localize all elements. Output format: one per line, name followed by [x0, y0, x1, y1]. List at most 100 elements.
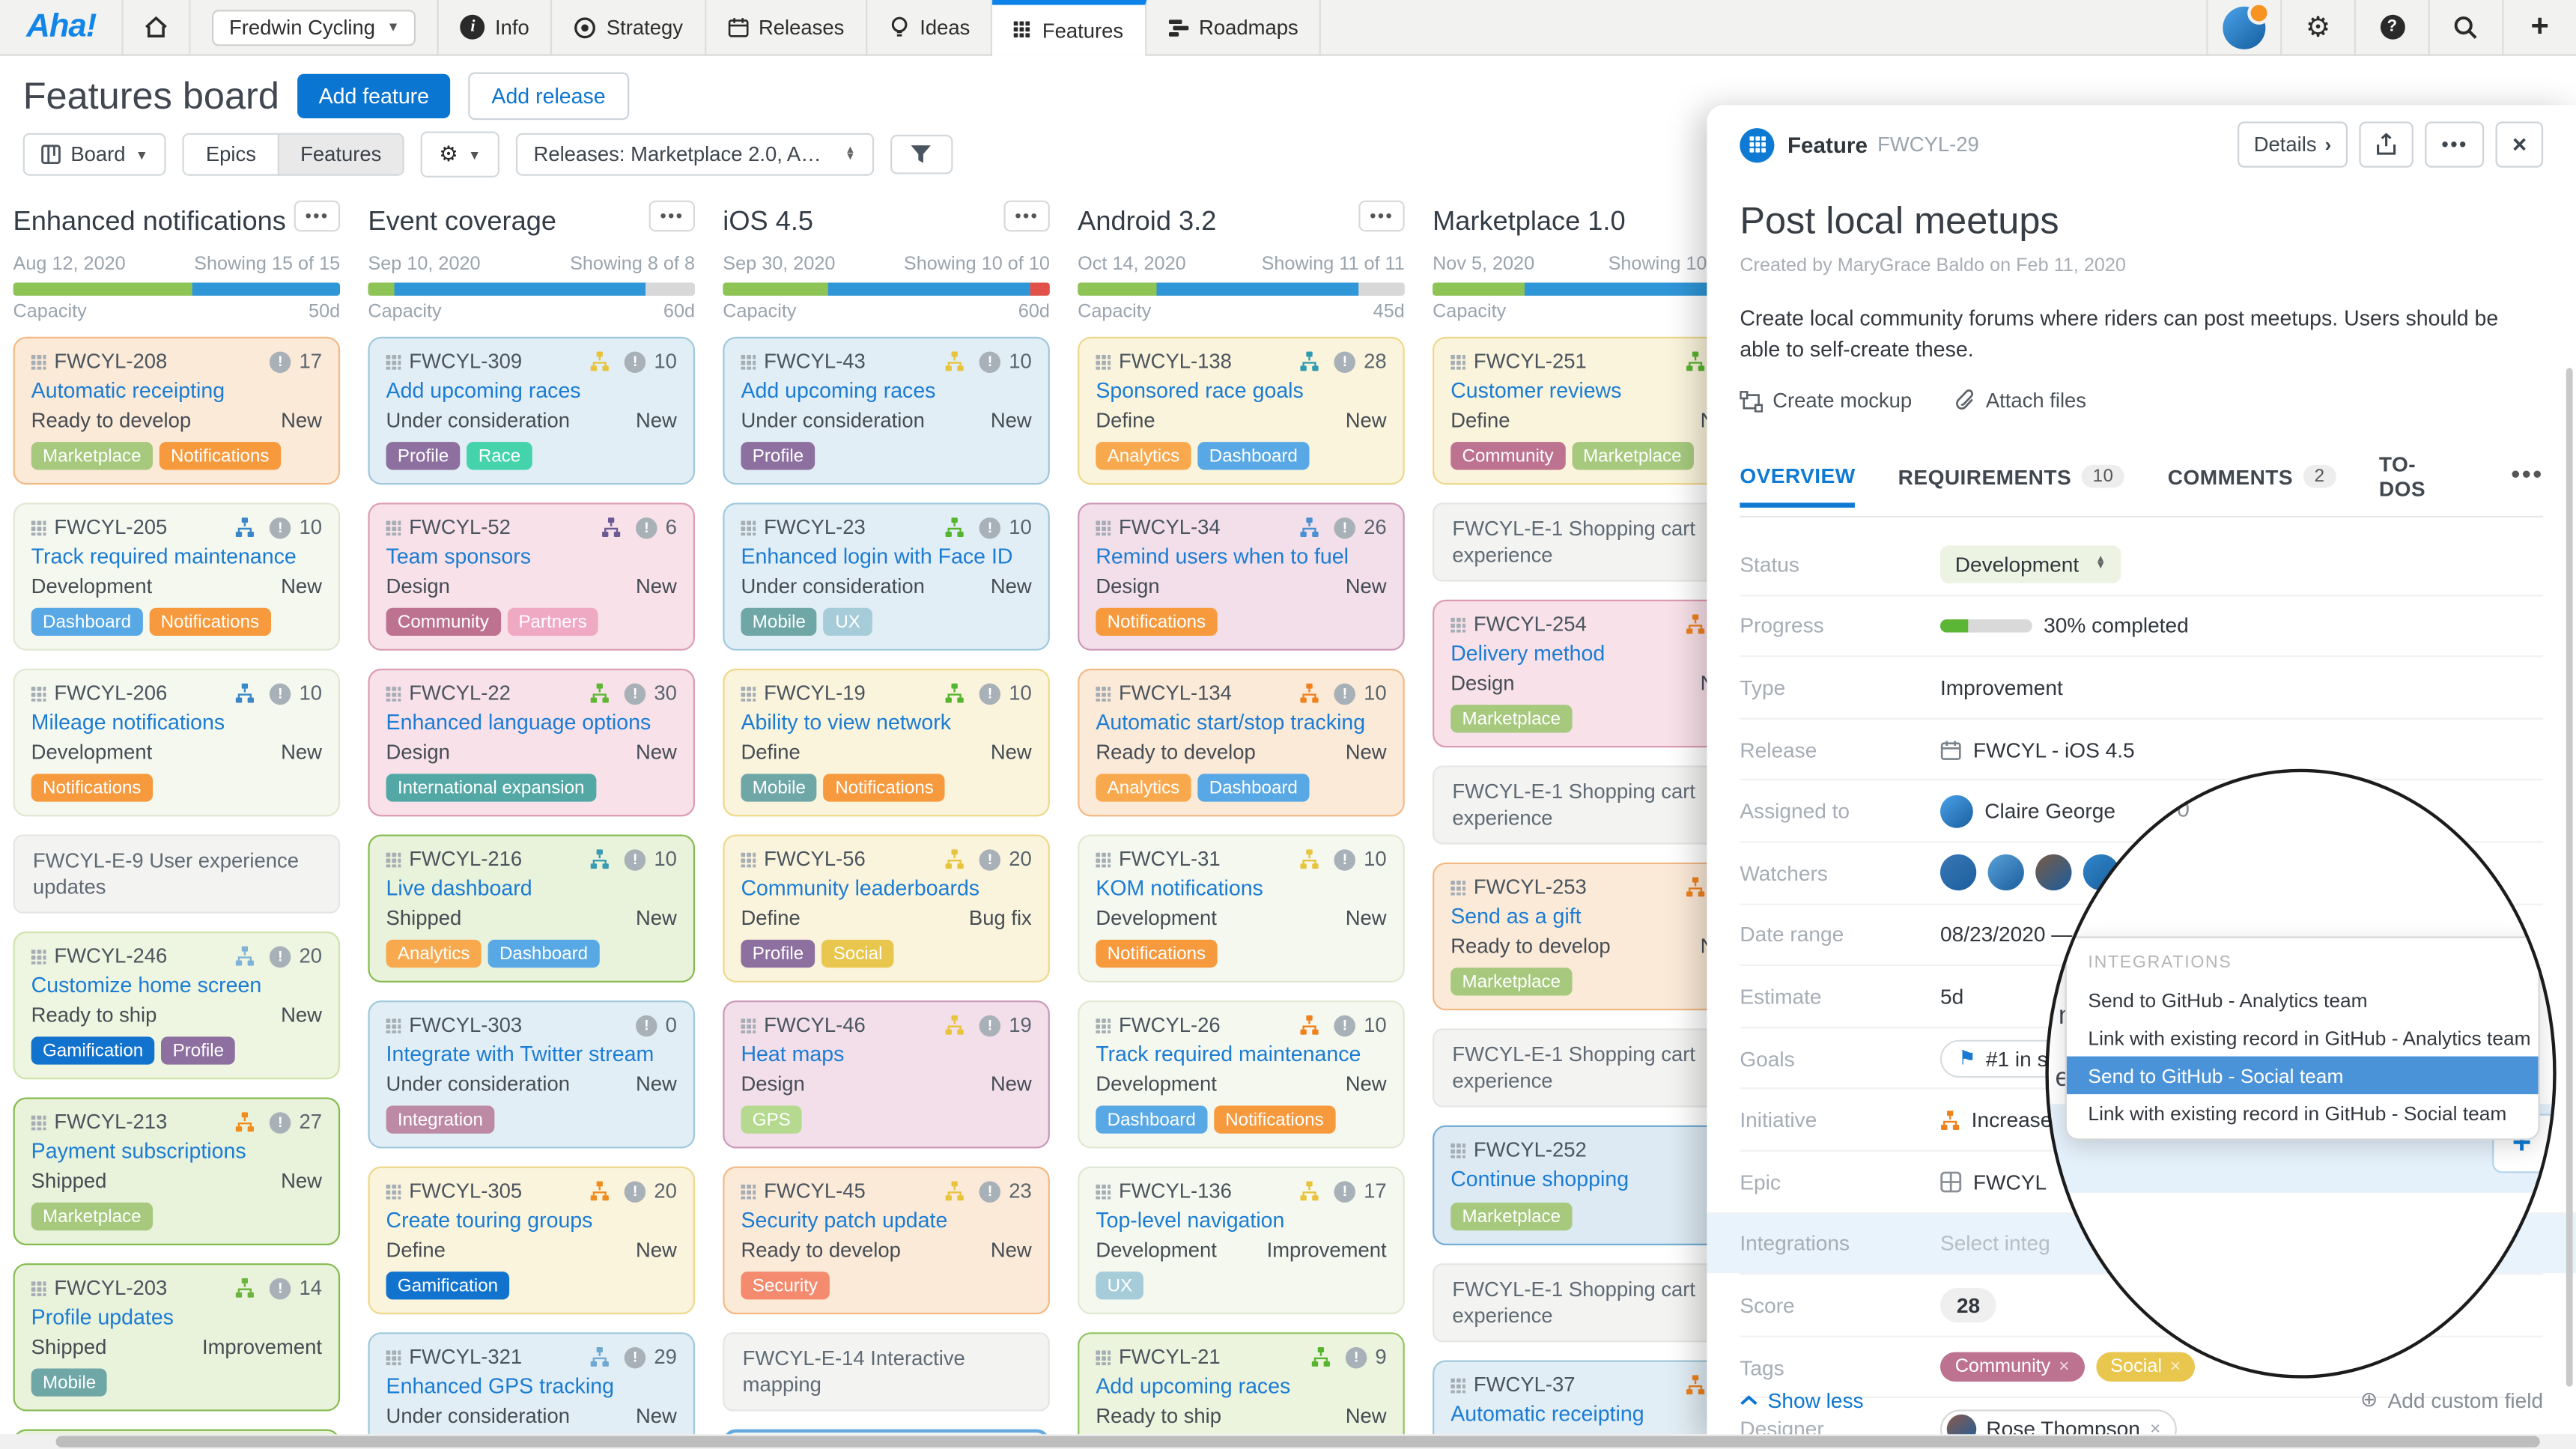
card-title-link[interactable]: Team sponsors: [386, 544, 531, 569]
epics-toggle[interactable]: Epics: [184, 134, 278, 174]
card-title-link[interactable]: Sponsored race goals: [1096, 377, 1304, 403]
card-title-link[interactable]: Automatic start/stop tracking: [1096, 709, 1366, 735]
remove-tag-icon[interactable]: ×: [2169, 1357, 2181, 1377]
card-title-link[interactable]: Add upcoming races: [1096, 1373, 1291, 1398]
epic-header[interactable]: FWCYL-E-1 Shopping cart experience: [1433, 1263, 1760, 1343]
feature-card[interactable]: FWCYL-56! 20 Community leaderboards Define B…: [723, 834, 1050, 982]
feature-card[interactable]: FWCYL-208! 17 Automatic receipting Ready to…: [13, 336, 341, 485]
tag-social[interactable]: Social ×: [2095, 1352, 2196, 1382]
workspace-selector[interactable]: Fredwin Cycling ▼: [213, 9, 416, 46]
attach-files-button[interactable]: Attach files: [1954, 389, 2086, 413]
column-menu-button[interactable]: •••: [1358, 200, 1405, 232]
tag-gamification[interactable]: Gamification: [31, 1036, 155, 1065]
tab-comments[interactable]: COMMENTS 2: [2168, 464, 2336, 504]
column-menu-button[interactable]: •••: [1003, 200, 1050, 232]
details-button[interactable]: Details ›: [2237, 121, 2348, 168]
card-title-link[interactable]: Create touring groups: [386, 1207, 593, 1233]
nav-tab-releases[interactable]: Releases: [706, 0, 868, 55]
tag-profile[interactable]: Profile: [741, 442, 815, 470]
feature-card[interactable]: FWCYL-254!Delivery methodDesignNewMarket…: [1433, 599, 1760, 748]
card-title-link[interactable]: Automatic receipting: [31, 377, 225, 403]
feature-card[interactable]: FWCYL-19! 10 Ability to view network Define…: [723, 668, 1050, 817]
tag-notifications[interactable]: Notifications: [824, 774, 946, 802]
tag-ux[interactable]: UX: [824, 607, 872, 637]
tag-notifications[interactable]: Notifications: [149, 607, 271, 637]
feature-card[interactable]: FWCYL-45! 23 Security patch update Ready to…: [723, 1166, 1050, 1315]
card-title-link[interactable]: KOM notifications: [1096, 875, 1263, 901]
board-view-selector[interactable]: Board ▼: [22, 133, 167, 176]
epic-header[interactable]: FWCYL-E-9 User experience updates: [13, 834, 341, 914]
more-button[interactable]: •••: [2425, 121, 2485, 168]
tag-community[interactable]: Community: [386, 607, 501, 637]
feature-card[interactable]: FWCYL-23! 10 Enhanced login with Face ID Un…: [723, 502, 1050, 651]
feature-card[interactable]: FWCYL-43! 10 Add upcoming races Under consi…: [723, 336, 1050, 485]
card-title-link[interactable]: Track required maintenance: [1096, 1041, 1361, 1066]
nav-tab-features[interactable]: Features: [993, 0, 1146, 56]
card-title-link[interactable]: Customize home screen: [31, 972, 262, 997]
feature-description[interactable]: Create local community forums where ride…: [1740, 306, 2499, 362]
tag-dashboard[interactable]: Dashboard: [1096, 1105, 1208, 1134]
tag-marketplace[interactable]: Marketplace: [1450, 1202, 1573, 1231]
card-title-link[interactable]: Live dashboard: [386, 875, 532, 901]
panel-scrollbar[interactable]: [2566, 368, 2573, 1387]
filter-button[interactable]: [890, 134, 953, 174]
dropdown-item[interactable]: Link with existing record in GitHub - So…: [2088, 1101, 2507, 1125]
nav-tab-info[interactable]: i Info: [439, 0, 553, 55]
tag-marketplace[interactable]: Marketplace: [31, 1202, 153, 1231]
tag-marketplace[interactable]: Marketplace: [31, 442, 153, 470]
card-title-link[interactable]: Remind users when to fuel: [1096, 544, 1349, 569]
feature-card[interactable]: FWCYL-21! 9 Add upcoming races Ready to shi…: [1078, 1332, 1405, 1436]
field-value[interactable]: 30% completed: [1939, 613, 2189, 638]
feature-card[interactable]: FWCYL-309! 10 Add upcoming races Under cons…: [368, 336, 696, 485]
add-release-button[interactable]: Add release: [468, 72, 629, 121]
card-title-link[interactable]: Heat maps: [741, 1041, 845, 1066]
tag-analytics[interactable]: Analytics: [1096, 442, 1191, 470]
card-title-link[interactable]: Continue shopping: [1450, 1166, 1629, 1191]
dropdown-item[interactable]: Send to GitHub - Analytics team: [2088, 988, 2368, 1012]
tag-gamification[interactable]: Gamification: [386, 1272, 510, 1300]
tag-dashboard[interactable]: Dashboard: [487, 939, 600, 968]
nav-tab-ideas[interactable]: Ideas: [867, 0, 994, 55]
share-button[interactable]: [2359, 121, 2414, 168]
tag-marketplace[interactable]: Marketplace: [1571, 442, 1693, 470]
field-value[interactable]: 5d: [1939, 984, 1964, 1009]
card-title-link[interactable]: Customer reviews: [1450, 377, 1622, 403]
card-title-link[interactable]: Mileage notifications: [31, 709, 225, 735]
field-value[interactable]: Community × Social ×: [1939, 1352, 2196, 1382]
tag-security[interactable]: Security: [741, 1272, 830, 1300]
feature-card[interactable]: FWCYL-26! 10 Track required maintenance Dev…: [1078, 1000, 1405, 1149]
card-title-link[interactable]: Add upcoming races: [386, 377, 581, 403]
tag-community[interactable]: Community: [1450, 442, 1565, 470]
nav-tab-roadmaps[interactable]: Roadmaps: [1146, 0, 1322, 55]
tabs-overflow-button[interactable]: •••: [2511, 461, 2544, 490]
tag-marketplace[interactable]: Marketplace: [1450, 967, 1573, 996]
nav-tab-strategy[interactable]: Strategy: [552, 0, 706, 55]
add-custom-field-link[interactable]: ⊕ Add custom field: [2360, 1387, 2543, 1413]
tag-dashboard[interactable]: Dashboard: [1197, 774, 1310, 802]
help-button[interactable]: ?: [2354, 0, 2428, 55]
feature-card[interactable]: FWCYL-321! 29 Enhanced GPS tracking Under c…: [368, 1332, 696, 1436]
settings-button[interactable]: ⚙: [2280, 0, 2354, 55]
home-tab[interactable]: [124, 0, 192, 55]
user-menu[interactable]: [2206, 0, 2280, 55]
feature-card[interactable]: FWCYL-46! 19 Heat maps Design New GPS: [723, 1000, 1050, 1149]
aha-logo[interactable]: Aha!: [0, 0, 124, 55]
card-title-link[interactable]: Automatic receipting: [1450, 1401, 1644, 1427]
tag-dashboard[interactable]: Dashboard: [1197, 442, 1310, 470]
field-value[interactable]: [1939, 854, 2120, 891]
feature-card[interactable]: FWCYL-305! 20 Create touring groups Define N…: [368, 1166, 696, 1315]
feature-card[interactable]: FWCYL-203! 14 Profile updates Shipped Improv…: [13, 1263, 341, 1412]
dropdown-item[interactable]: Link with existing record in GitHub - An…: [2088, 1026, 2531, 1049]
feature-card[interactable]: FWCYL-303! 0 Integrate with Twitter stream…: [368, 1000, 696, 1149]
create-mockup-button[interactable]: Create mockup: [1740, 389, 1912, 413]
tab-to-dos[interactable]: TO-DOS: [2379, 452, 2425, 516]
card-title-link[interactable]: Enhanced language options: [386, 709, 651, 735]
column-menu-button[interactable]: •••: [294, 200, 341, 232]
remove-tag-icon[interactable]: ×: [2059, 1357, 2070, 1377]
search-button[interactable]: [2428, 0, 2503, 55]
card-title-link[interactable]: Send as a gift: [1450, 903, 1582, 929]
tag-dashboard[interactable]: Dashboard: [31, 607, 143, 637]
show-less-link[interactable]: Show less: [1740, 1387, 1864, 1413]
